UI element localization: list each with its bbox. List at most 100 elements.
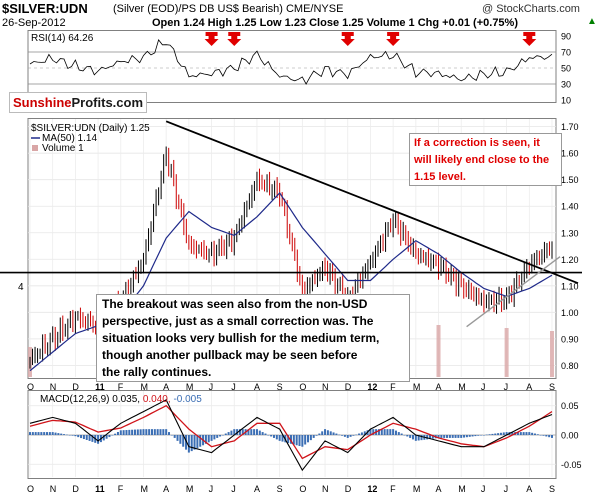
rsi-grid <box>28 51 556 85</box>
volume-axis-label: 4 <box>18 282 24 293</box>
rsi-arrow-down-icon <box>386 32 401 46</box>
macd-histogram-bar <box>295 435 298 446</box>
macd-histogram-bar <box>65 434 68 436</box>
macd-histogram-bar <box>236 429 239 435</box>
macd-histogram-bar <box>468 435 471 437</box>
volume-bar <box>504 328 509 377</box>
macd-histogram-bar <box>267 435 270 436</box>
macd-histogram-bar <box>531 432 534 435</box>
macd-histogram-bar <box>40 432 43 435</box>
macd-histogram-bar <box>380 429 383 435</box>
legend-volume: Volume 1 <box>42 143 84 154</box>
macd-histogram-bar <box>377 429 380 435</box>
price-x-tick-label: A <box>254 382 260 392</box>
macd-histogram-bar <box>258 430 261 435</box>
macd-histogram-bar <box>448 435 451 438</box>
rsi-axis: 10 30 50 70 90 <box>561 32 571 105</box>
macd-histogram-bar <box>522 432 525 435</box>
macd-histogram-bar <box>51 432 54 435</box>
price-x-tick-label: S <box>549 382 555 392</box>
macd-histogram-bar <box>162 429 165 435</box>
macd-tick-label: -0.05 <box>561 460 582 470</box>
macd-histogram-bar <box>409 435 412 438</box>
macd-x-tick-label: F <box>118 484 124 494</box>
volume-bar <box>550 331 554 377</box>
legend-volume-swatch <box>32 145 38 151</box>
macd-histogram-bar <box>272 435 275 438</box>
macd-x-tick-label: J <box>504 484 509 494</box>
price-x-axis: O N D 11 F M A M J J A S O N D 12 F M A M J J A S <box>27 382 555 392</box>
correction-note-line-2: will likely end close to the <box>414 154 550 166</box>
macd-histogram-bar <box>68 435 71 436</box>
macd-histogram-bar <box>542 435 545 436</box>
macd-histogram-bar <box>216 435 219 438</box>
sunshine-profits-logo: SunshineProfits.com <box>9 92 148 113</box>
rsi-arrow-down-icon <box>204 32 219 46</box>
macd-histogram-bar <box>392 429 395 435</box>
macd-histogram-bar <box>139 429 142 435</box>
macd-histogram-bar <box>292 435 295 445</box>
macd-histogram-bar <box>80 435 83 439</box>
macd-x-tick-label: D <box>345 484 352 494</box>
macd-histogram-bar <box>360 432 363 435</box>
breakout-note-line-5: the rally continues. <box>102 365 212 379</box>
price-tick-label: 1.40 <box>561 202 579 212</box>
rsi-tick-label: 10 <box>561 96 571 105</box>
price-tick-label: 1.00 <box>561 308 579 318</box>
macd-histogram-bar <box>136 429 139 435</box>
macd-histogram-bar <box>148 429 151 435</box>
macd-panel: -0.05 0.00 0.05 O N D 11 F M A M J J A S O N D 12 F M A M J J A S… <box>27 390 582 494</box>
macd-x-tick-label: 11 <box>95 484 105 494</box>
rsi-line <box>29 39 553 85</box>
macd-tick-label: 0.00 <box>561 431 579 441</box>
macd-x-tick-label: A <box>436 484 442 494</box>
macd-histogram-bar <box>332 432 335 435</box>
price-tick-label: 1.20 <box>561 255 579 265</box>
macd-histogram-bar <box>414 435 417 441</box>
macd-histogram-bar <box>179 435 182 444</box>
macd-histogram-bar <box>304 435 307 445</box>
macd-histogram-bar <box>133 429 136 435</box>
macd-histogram-bar <box>159 429 162 435</box>
price-x-tick-label: M <box>140 382 148 392</box>
price-x-tick-label: J <box>504 382 509 392</box>
macd-x-tick-label: M <box>140 484 148 494</box>
macd-histogram-bar <box>528 432 531 435</box>
macd-x-tick-label: M <box>186 484 194 494</box>
price-x-tick-label: 11 <box>95 382 105 392</box>
rsi-arrow-down-icon <box>522 32 537 46</box>
macd-histogram-bar <box>454 435 457 438</box>
macd-histogram-bar <box>329 431 332 435</box>
macd-histogram-bar <box>207 435 210 443</box>
breakout-note-line-2: perspective, just as a small correction … <box>102 314 374 328</box>
macd-histogram-bar <box>230 430 233 435</box>
macd-histogram-bar <box>193 435 196 450</box>
price-x-tick-label: J <box>231 382 236 392</box>
macd-x-tick-label: O <box>299 484 306 494</box>
price-tick-label: 0.80 <box>561 361 579 371</box>
macd-histogram-bar <box>34 432 37 435</box>
breakout-note-box: The breakout was seen also from the non-… <box>96 294 410 382</box>
macd-histogram-bar <box>474 435 477 437</box>
macd-histogram-bar <box>545 435 548 437</box>
price-x-tick-label: A <box>526 382 532 392</box>
macd-histogram-bar <box>440 435 443 438</box>
volume-bar <box>436 325 441 377</box>
macd-histogram-bar <box>341 435 344 436</box>
macd-histogram-bar <box>312 435 315 438</box>
price-x-tick-label: O <box>299 382 306 392</box>
rsi-tick-label: 90 <box>561 32 571 42</box>
macd-histogram-bar <box>383 429 386 435</box>
macd-histogram-bar <box>369 429 372 435</box>
macd-histogram-bar <box>221 435 224 436</box>
macd-histogram-bar <box>29 432 31 435</box>
macd-histogram-bar <box>91 435 94 442</box>
price-x-tick-label: M <box>186 382 194 392</box>
macd-histogram-bar <box>349 435 352 437</box>
macd-histogram-bar <box>37 432 40 435</box>
macd-histogram-bar <box>397 432 400 435</box>
macd-histogram-bar <box>480 435 483 436</box>
rsi-panel: 10 30 50 70 90 RSI(14) 64.26 <box>27 30 571 105</box>
macd-histogram-bar <box>119 430 122 435</box>
macd-histogram-bar <box>145 429 148 435</box>
